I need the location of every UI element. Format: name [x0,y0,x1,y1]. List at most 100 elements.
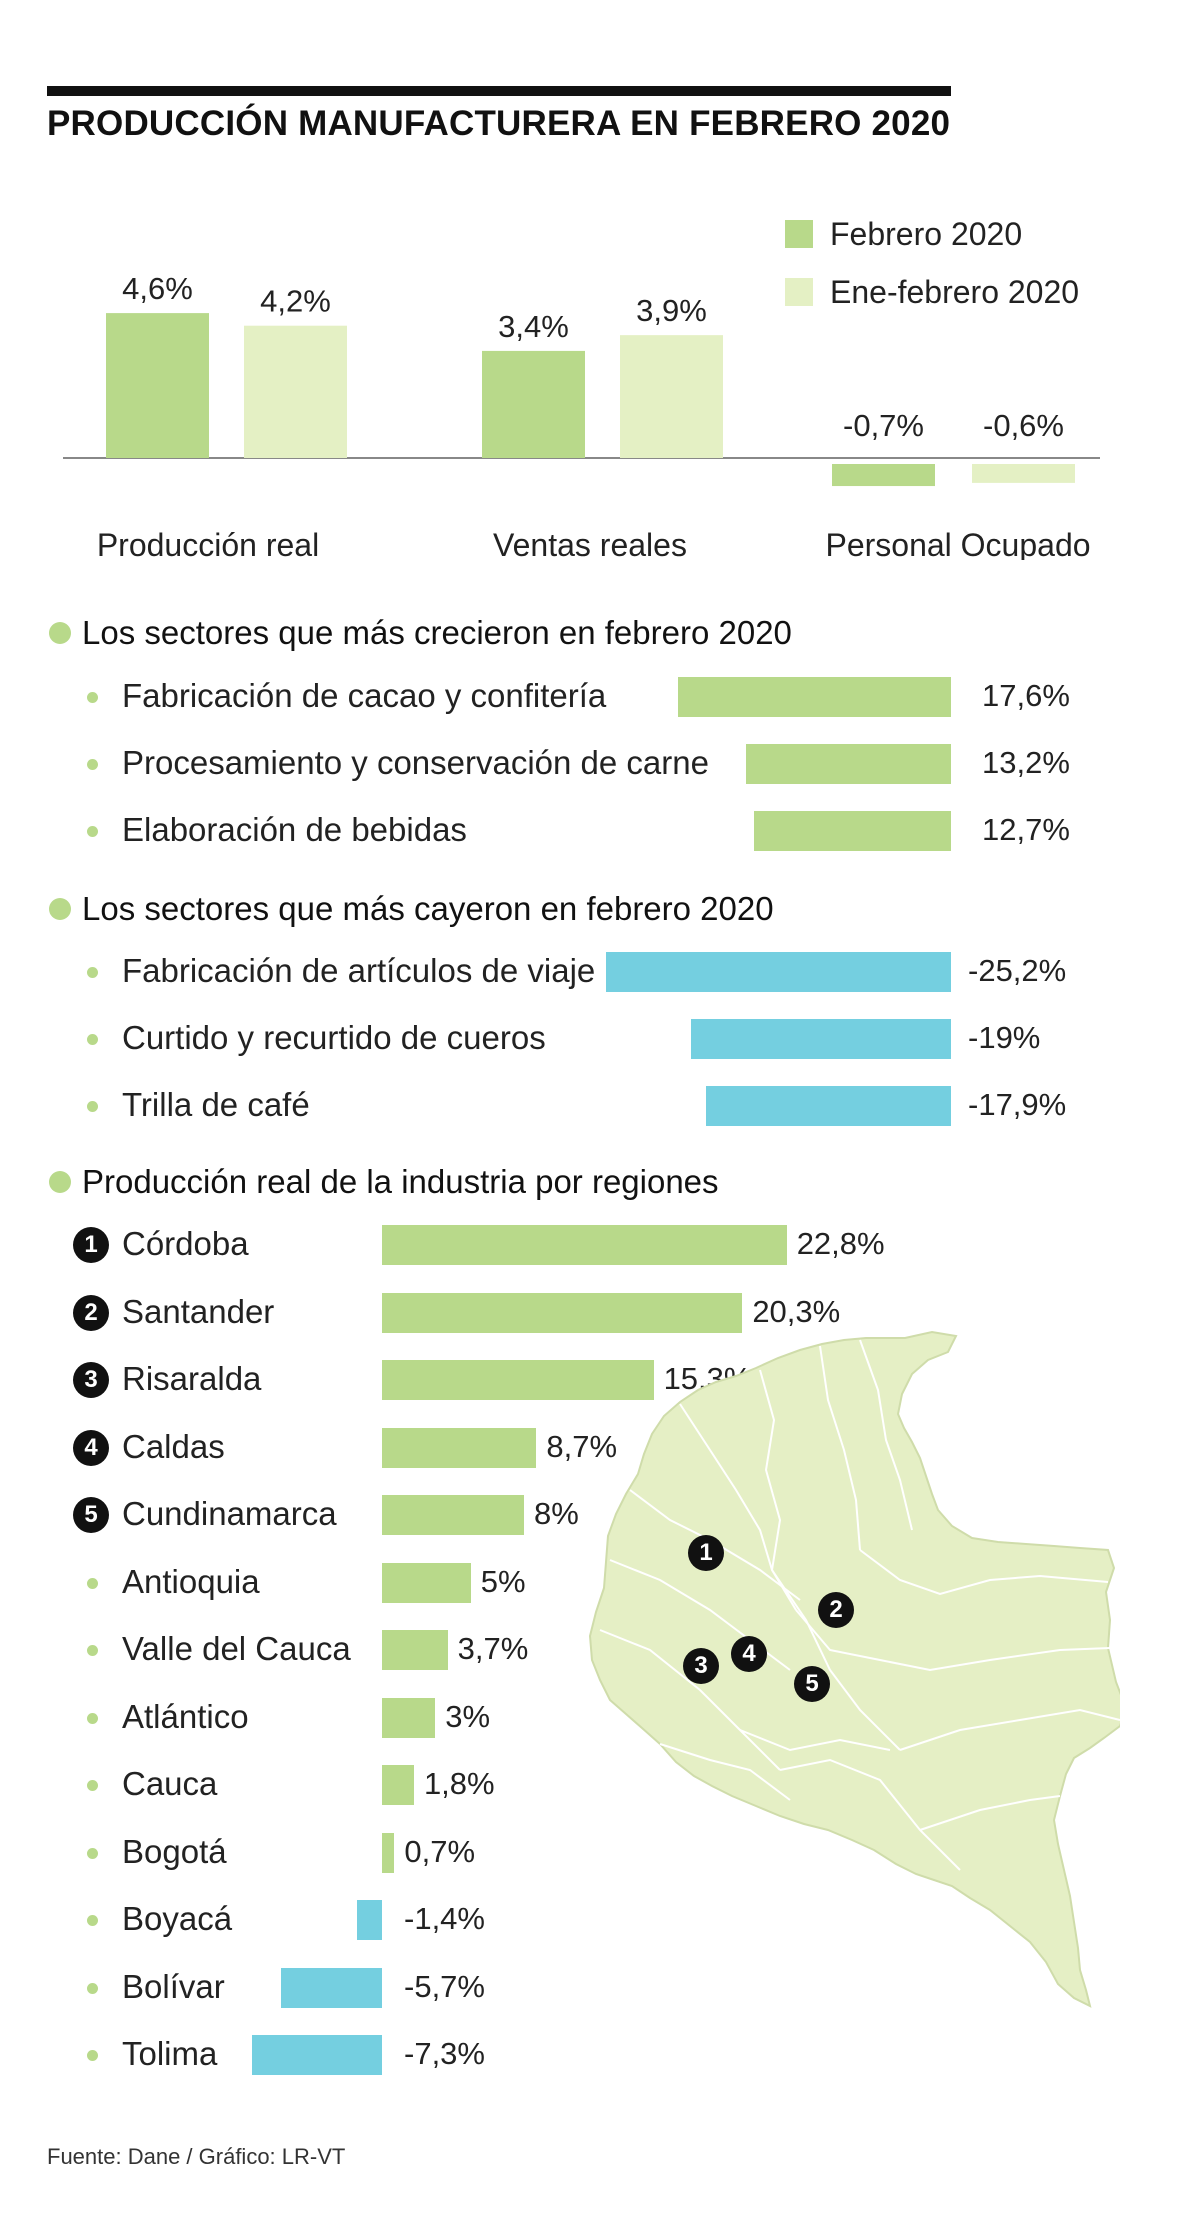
row-bullet [87,1577,98,1589]
row-bar [746,744,951,784]
row-label: Procesamiento y conservación de carne [122,744,709,781]
department-border [759,1369,782,1571]
row-bar [382,1292,743,1333]
row-bar [382,1427,537,1468]
bar-1-0 [482,350,585,458]
row-bar [357,1900,382,1940]
row-label: Antioquia [122,1562,260,1600]
row-bullet [87,1712,98,1724]
rank-badge: 2 [73,1294,109,1331]
row-value: -17,9% [968,1087,1067,1122]
row-label: Bogotá [122,1832,227,1870]
map-marker: 2 [818,1592,854,1628]
rank-badge: 5 [73,1497,109,1533]
row-value: 5% [480,1563,526,1599]
department-border [739,1729,891,1752]
section-bullet [49,622,71,644]
row-value: 13,2% [982,745,1070,780]
row-bullet [87,1101,98,1112]
section-title: Los sectores que más cayeron en febrero … [82,890,774,927]
row-bullet [87,1645,98,1656]
category-label: Producción real [97,527,319,560]
legend-swatch [785,220,813,248]
row-bar [382,1697,436,1738]
row-bullet [87,1915,98,1926]
legend-label: Ene-febrero 2020 [830,274,1079,310]
map-marker: 4 [731,1636,767,1672]
bar-value-label: 4,6% [122,271,193,306]
section-bullet [49,1171,71,1193]
bar-0-1 [244,325,347,458]
row-value: 3,7% [457,1631,529,1666]
row-label: Atlántico [122,1697,249,1735]
row-value: 0,7% [404,1833,476,1869]
bar-value-label: 3,4% [498,309,569,344]
row-value: 3% [445,1698,491,1734]
department-border [659,1743,791,1801]
section-title: Producción real de la industria por regi… [82,1163,719,1200]
bar-2-0 [832,464,935,487]
row-value: 8% [534,1496,579,1531]
row-bar [382,1360,654,1400]
row-label: Boyacá [122,1900,233,1937]
bar-value-label: -0,6% [983,408,1064,443]
row-label: Santander [122,1292,275,1330]
row-value: 17,6% [982,678,1070,713]
row-bullet [87,692,98,703]
main-bar-chart: 4,6% 3,4% -0,7% 4,2% 3,9% -0,6% Producción rea… [63,216,1100,560]
row-label: Risaralda [122,1360,262,1397]
bar-0-0 [106,313,209,458]
row-bar [754,811,951,851]
row-label: Valle del Cauca [122,1630,351,1667]
rank-badge: 3 [73,1362,109,1398]
category-label: Personal Ocupado [825,527,1090,560]
department-border [771,1569,901,1751]
row-label: Fabricación de artículos de viaje [122,952,596,989]
row-label: Córdoba [122,1225,249,1262]
row-label: Cauca [122,1765,218,1802]
department-border [779,1758,961,1871]
row-bullet [87,1982,98,1994]
row-value: 8,7% [546,1428,618,1464]
section-title: Los sectores que más crecieron en febrer… [82,614,792,651]
colombia-map [588,1330,1120,2008]
map-marker: 3 [683,1648,719,1684]
row-label: Cundinamarca [122,1495,337,1532]
category-label: Ventas reales [493,527,687,560]
row-bullet [87,967,98,978]
row-value: -19% [968,1020,1041,1055]
map-marker: 5 [794,1666,830,1702]
row-bar [605,952,951,992]
row-label: Bolívar [122,1967,225,2005]
row-label: Trilla de café [122,1086,310,1123]
row-bar [252,2035,382,2075]
row-bar [382,1765,414,1805]
row-bullet [87,826,98,837]
department-border [819,1345,861,1551]
row-bullet [87,1780,98,1791]
row-label: Curtido y recurtido de cueros [122,1019,546,1056]
rank-badge: 1 [73,1227,109,1263]
bar-value-label: -0,7% [843,408,924,443]
row-bullet [87,2050,98,2061]
row-value: 22,8% [796,1226,885,1261]
rank-badge: 4 [73,1429,109,1466]
bar-value-label: 3,9% [636,293,707,328]
department-border [599,1629,781,1771]
row-bullet [87,1847,98,1859]
row-bar [280,1967,382,2008]
department-border [859,1339,913,1531]
row-bar [382,1630,448,1670]
title-rule [47,86,951,96]
bar-1-1 [620,335,723,458]
department-border [899,1708,1120,1751]
row-bar [382,1225,787,1265]
row-value: -25,2% [968,953,1067,988]
row-bullet [87,759,98,770]
row-value: -5,7% [404,1968,485,2004]
legend-swatch [785,278,813,306]
row-label: Tolima [122,2035,218,2072]
row-bar [690,1019,951,1059]
bar-value-label: 4,2% [260,284,331,319]
row-bar [382,1832,395,1873]
